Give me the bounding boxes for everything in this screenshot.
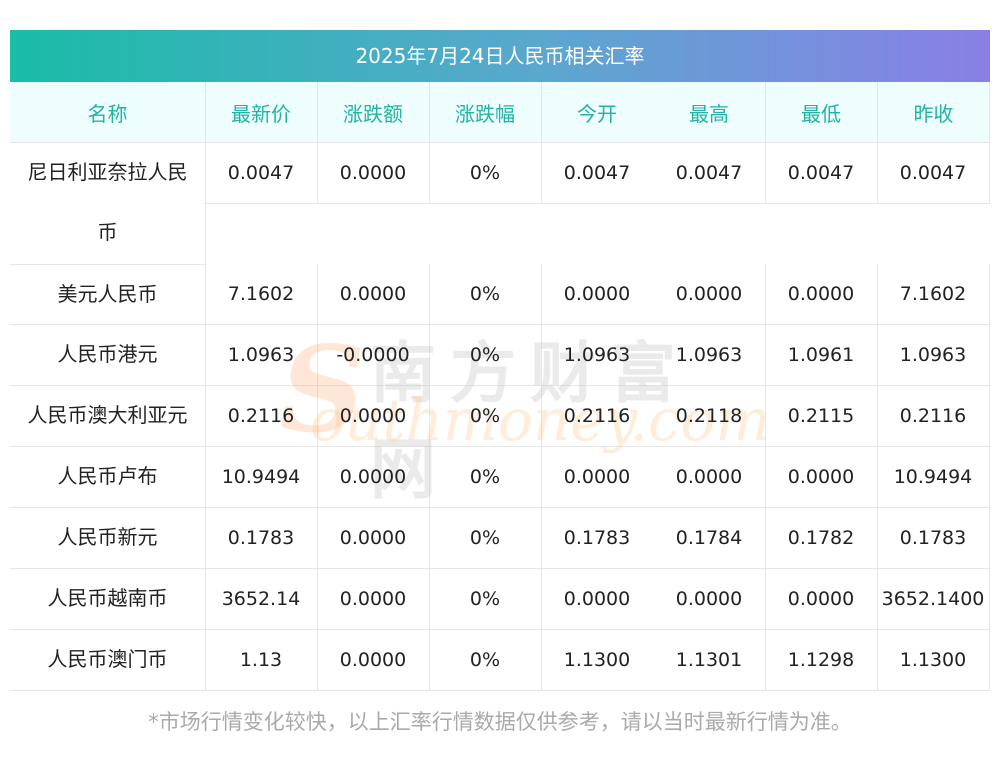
cell-change-percent: 0% [469,343,501,366]
column-divider [877,264,878,690]
cell-prev-close: 7.1602 [899,283,967,305]
column-divider [429,264,430,690]
header-change-percent: 涨跌幅 [455,101,515,126]
column-divider [317,264,318,690]
header-prev-close: 昨收 [913,101,954,126]
cell-change-amount: 0.0000 [339,161,407,184]
cell-prev-close: 10.9494 [893,465,973,488]
cell-latest-price: 3652.14 [221,587,301,610]
cell-prev-close: 3652.1400 [881,587,985,610]
row-divider [10,385,990,386]
row-divider [10,690,990,691]
cell-prev-close: 0.0047 [899,161,967,184]
row-divider [10,568,990,569]
cell-prev-close: 1.0963 [899,343,967,366]
currency-name: 人民币卢布 [57,464,158,488]
column-divider [205,82,206,690]
cell-high: 0.2118 [675,404,743,427]
cell-change-amount: 0.0000 [339,587,407,610]
cell-low: 0.0000 [787,465,855,488]
cell-open: 0.2116 [563,404,631,427]
cell-open: 0.1783 [563,526,631,549]
cell-change-percent: 0% [469,465,501,488]
cell-high: 1.1301 [675,648,743,671]
cell-high: 0.0000 [675,587,743,610]
column-divider [877,82,878,204]
cell-change-amount: 0.0000 [339,283,407,305]
currency-name: 人民币新元 [57,525,158,549]
currency-name-continued: 币 [97,220,118,244]
header-open: 今开 [577,101,617,126]
row-divider [10,142,990,143]
cell-low: 0.0000 [787,283,855,305]
cell-open: 1.0963 [563,343,631,366]
column-divider [541,82,542,204]
header-name: 名称 [87,101,128,126]
cell-latest-price: 0.0047 [227,161,295,184]
cell-prev-close: 1.1300 [899,648,967,671]
row-divider [10,324,990,325]
cell-high: 0.1784 [675,526,743,549]
cell-latest-price: 1.0963 [227,343,295,366]
cell-high: 1.0963 [675,343,743,366]
cell-prev-close: 0.1783 [899,526,967,549]
currency-name: 人民币澳门币 [47,647,168,671]
header-latest-price: 最新价 [231,101,291,126]
row-divider [10,264,205,265]
cell-latest-price: 1.13 [239,648,283,671]
cell-low: 0.0000 [787,587,855,610]
cell-high: 0.0047 [675,161,743,184]
cell-change-percent: 0% [469,283,501,305]
row-divider [10,446,990,447]
column-divider [765,82,766,204]
cell-open: 1.1300 [563,648,631,671]
cell-change-percent: 0% [469,648,501,671]
cell-latest-price: 10.9494 [221,465,301,488]
currency-name: 人民币澳大利亚元 [27,403,188,427]
currency-name: 美元人民币 [57,282,158,306]
currency-name: 人民币港元 [57,342,158,366]
cell-low: 0.2115 [787,404,855,427]
cell-open: 0.0000 [563,465,631,488]
cell-latest-price: 0.2116 [227,404,295,427]
cell-open: 0.0047 [563,161,631,184]
cell-prev-close: 0.2116 [899,404,967,427]
header-change-amount: 涨跌额 [343,101,403,126]
cell-open: 0.0000 [563,283,631,305]
page-title: 2025年7月24日人民币相关汇率 [10,30,990,82]
currency-name: 尼日利亚奈拉人民 [27,160,188,184]
column-divider [989,82,990,204]
column-divider [317,82,318,204]
row-divider [205,203,990,204]
cell-low: 0.0047 [787,161,855,184]
currency-name: 人民币越南币 [47,586,168,610]
cell-change-amount: 0.0000 [339,465,407,488]
cell-change-percent: 0% [469,526,501,549]
column-divider [765,264,766,690]
cell-low: 0.1782 [787,526,855,549]
cell-change-amount: 0.0000 [339,404,407,427]
footnote: *市场行情变化较快，以上汇率行情数据仅供参考，请以当时最新行情为准。 [148,710,852,734]
cell-change-amount: -0.0000 [336,343,410,366]
cell-low: 1.1298 [787,648,855,671]
cell-high: 0.0000 [675,465,743,488]
cell-low: 1.0961 [787,343,855,366]
cell-latest-price: 0.1783 [227,526,295,549]
header-low: 最低 [801,101,841,126]
row-divider [10,507,990,508]
cell-latest-price: 7.1602 [227,283,295,305]
row-divider [10,629,990,630]
cell-change-amount: 0.0000 [339,648,407,671]
cell-change-percent: 0% [469,587,501,610]
header-high: 最高 [689,101,729,126]
cell-high: 0.0000 [675,283,743,305]
cell-change-percent: 0% [469,404,501,427]
column-divider [429,82,430,204]
column-divider [541,264,542,690]
cell-change-amount: 0.0000 [339,526,407,549]
cell-open: 0.0000 [563,587,631,610]
table-header: 名称 最新价 涨跌额 涨跌幅 今开 最高 最低 昨收 [10,82,990,142]
column-divider [989,264,990,690]
cell-change-percent: 0% [469,161,501,184]
